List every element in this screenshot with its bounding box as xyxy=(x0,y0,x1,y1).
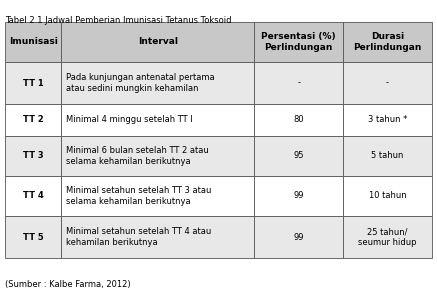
Bar xyxy=(343,62,432,104)
Bar xyxy=(61,22,254,62)
Bar xyxy=(5,22,61,62)
Text: -: - xyxy=(297,79,300,88)
Bar xyxy=(254,216,343,258)
Bar xyxy=(61,216,254,258)
Bar xyxy=(5,176,61,216)
Text: Pada kunjungan antenatal pertama
atau sedini mungkin kehamilan: Pada kunjungan antenatal pertama atau se… xyxy=(66,73,215,93)
Text: 99: 99 xyxy=(294,191,304,201)
Text: Minimal 6 bulan setelah TT 2 atau
selama kehamilan berikutnya: Minimal 6 bulan setelah TT 2 atau selama… xyxy=(66,146,209,166)
Bar xyxy=(343,176,432,216)
Bar xyxy=(254,104,343,136)
Bar xyxy=(5,216,61,258)
Bar xyxy=(254,176,343,216)
Bar xyxy=(61,62,254,104)
Text: TT 4: TT 4 xyxy=(23,191,44,201)
Text: -: - xyxy=(386,79,389,88)
Text: 25 tahun/
seumur hidup: 25 tahun/ seumur hidup xyxy=(358,227,417,247)
Text: Tabel 2.1 Jadwal Pemberian Imunisasi Tetanus Toksoid: Tabel 2.1 Jadwal Pemberian Imunisasi Tet… xyxy=(5,16,232,25)
Text: TT 5: TT 5 xyxy=(23,233,44,242)
Text: 3 tahun *: 3 tahun * xyxy=(368,115,407,124)
Text: 80: 80 xyxy=(294,115,304,124)
Text: Minimal setahun setelah TT 4 atau
kehamilan berikutnya: Minimal setahun setelah TT 4 atau kehami… xyxy=(66,227,212,247)
Bar xyxy=(343,136,432,176)
Bar xyxy=(5,104,61,136)
Text: Minimal setahun setelah TT 3 atau
selama kehamilan berikutnya: Minimal setahun setelah TT 3 atau selama… xyxy=(66,186,212,206)
Bar xyxy=(61,136,254,176)
Bar xyxy=(61,176,254,216)
Bar xyxy=(5,136,61,176)
Text: Imunisasi: Imunisasi xyxy=(9,37,58,47)
Text: 95: 95 xyxy=(294,152,304,161)
Text: TT 3: TT 3 xyxy=(23,152,44,161)
Text: Durasi
Perlindungan: Durasi Perlindungan xyxy=(354,32,422,52)
Bar xyxy=(254,22,343,62)
Text: 10 tahun: 10 tahun xyxy=(369,191,406,201)
Bar xyxy=(343,216,432,258)
Text: Persentasi (%)
Perlindungan: Persentasi (%) Perlindungan xyxy=(261,32,336,52)
Bar xyxy=(61,104,254,136)
Text: Interval: Interval xyxy=(138,37,178,47)
Bar xyxy=(254,62,343,104)
Bar xyxy=(254,136,343,176)
Text: Minimal 4 minggu setelah TT I: Minimal 4 minggu setelah TT I xyxy=(66,115,193,124)
Text: TT 1: TT 1 xyxy=(23,79,44,88)
Bar xyxy=(343,104,432,136)
Text: 5 tahun: 5 tahun xyxy=(371,152,404,161)
Text: TT 2: TT 2 xyxy=(23,115,44,124)
Bar xyxy=(343,22,432,62)
Text: (Sumber : Kalbe Farma, 2012): (Sumber : Kalbe Farma, 2012) xyxy=(5,280,131,289)
Text: 99: 99 xyxy=(294,233,304,242)
Bar xyxy=(5,62,61,104)
